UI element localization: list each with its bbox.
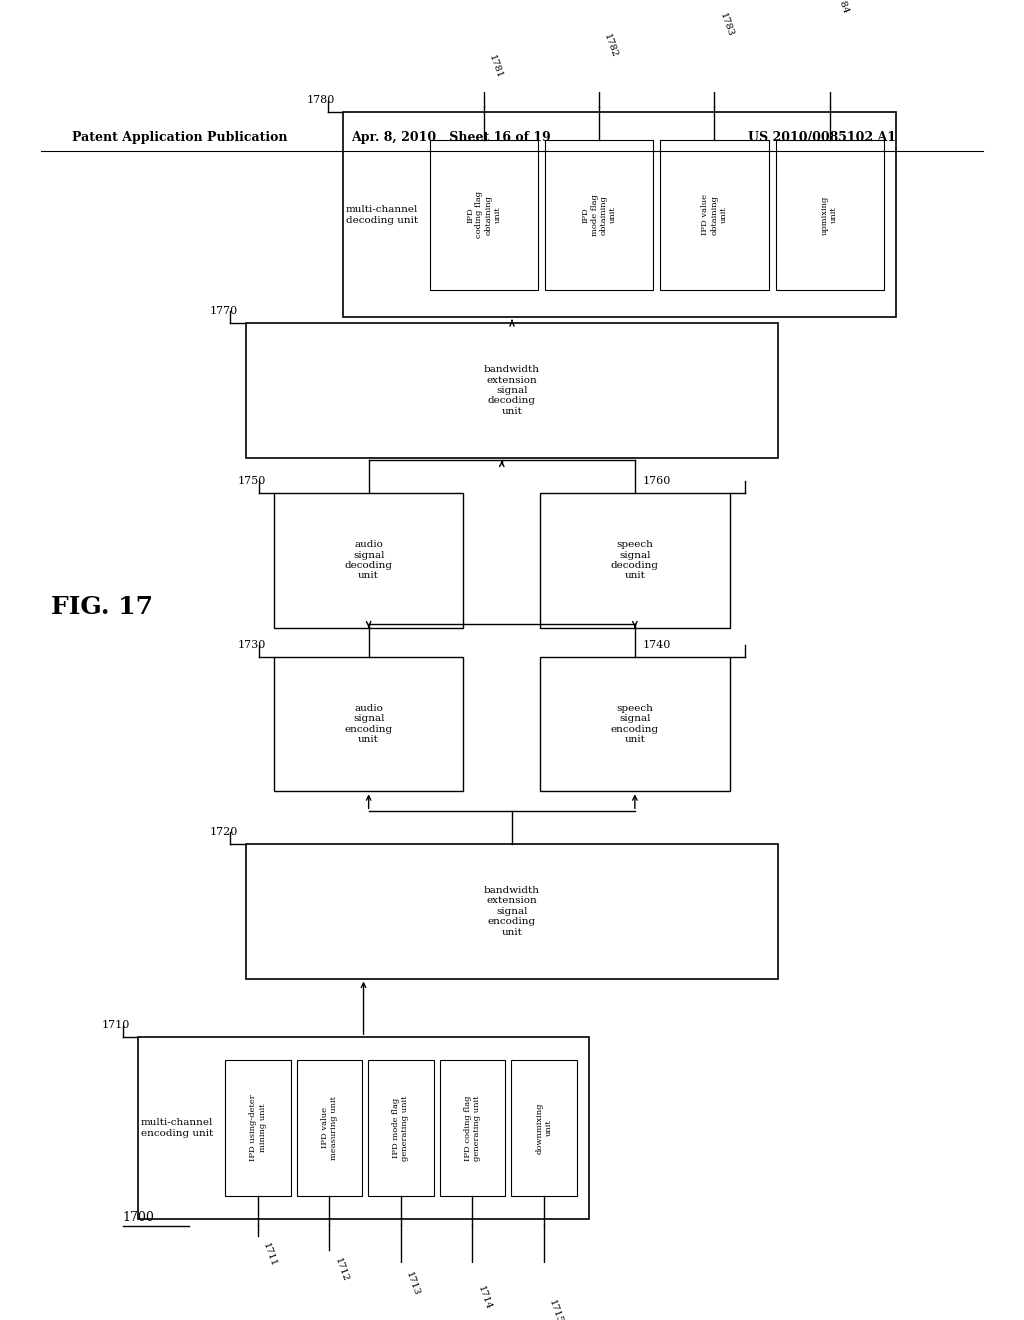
Text: speech
signal
decoding
unit: speech signal decoding unit [611,540,658,581]
Text: 1770: 1770 [209,306,238,317]
Text: 1700: 1700 [123,1210,155,1224]
Text: 1784: 1784 [833,0,850,17]
Text: Patent Application Publication: Patent Application Publication [72,131,287,144]
Text: IPD coding flag
generating unit: IPD coding flag generating unit [464,1096,481,1160]
Bar [439,1060,505,1196]
Text: upmixing
unit: upmixing unit [821,195,839,235]
Text: US 2010/0085102 A1: US 2010/0085102 A1 [748,131,896,144]
Text: 1782: 1782 [602,32,620,58]
Bar [273,492,463,627]
Text: 1740: 1740 [643,640,672,649]
Text: audio
signal
encoding
unit: audio signal encoding unit [345,704,392,744]
Bar [541,657,729,792]
Text: speech
signal
encoding
unit: speech signal encoding unit [611,704,658,744]
Text: IPD
coding flag
obtaining
unit: IPD coding flag obtaining unit [466,191,502,239]
Text: downmixing
unit: downmixing unit [536,1102,552,1154]
Text: 1783: 1783 [718,11,734,37]
Text: 1750: 1750 [238,477,265,486]
Bar [430,140,539,289]
Text: 1710: 1710 [101,1020,130,1030]
Text: 1711: 1711 [261,1242,279,1269]
Bar [246,323,778,458]
Text: 1715: 1715 [547,1299,564,1320]
Text: 1781: 1781 [487,53,504,79]
Bar [541,492,729,627]
Bar [369,1060,433,1196]
Text: 1713: 1713 [403,1270,421,1296]
Bar [273,657,463,792]
Text: multi-channel
decoding unit: multi-channel decoding unit [346,205,418,224]
Text: FIG. 17: FIG. 17 [51,595,154,619]
Text: bandwidth
extension
signal
decoding
unit: bandwidth extension signal decoding unit [484,366,540,416]
Text: multi-channel
encoding unit: multi-channel encoding unit [141,1118,213,1138]
Text: 1712: 1712 [333,1257,349,1283]
Bar [138,1038,589,1218]
Text: 1760: 1760 [643,477,672,486]
Text: 1714: 1714 [475,1284,493,1311]
Bar [511,1060,577,1196]
Bar [776,140,884,289]
Bar [297,1060,362,1196]
Bar [343,112,896,317]
Text: bandwidth
extension
signal
encoding
unit: bandwidth extension signal encoding unit [484,886,540,937]
Bar [246,843,778,978]
Text: 1720: 1720 [209,828,238,837]
Text: audio
signal
decoding
unit: audio signal decoding unit [345,540,392,581]
Text: IPD mode flag
generating unit: IPD mode flag generating unit [392,1096,410,1160]
Text: 1780: 1780 [306,95,335,106]
Text: IPD value
measuring unit: IPD value measuring unit [321,1096,338,1160]
Bar [225,1060,291,1196]
Text: IPD
mode flag
obtaining
unit: IPD mode flag obtaining unit [582,194,617,236]
Text: Apr. 8, 2010   Sheet 16 of 19: Apr. 8, 2010 Sheet 16 of 19 [350,131,551,144]
Text: IPD value
obtaining
unit: IPD value obtaining unit [701,194,728,235]
Bar [660,140,768,289]
Text: IPD using-deter
mining unit: IPD using-deter mining unit [250,1094,266,1162]
Bar [545,140,653,289]
Text: 1730: 1730 [238,640,265,649]
